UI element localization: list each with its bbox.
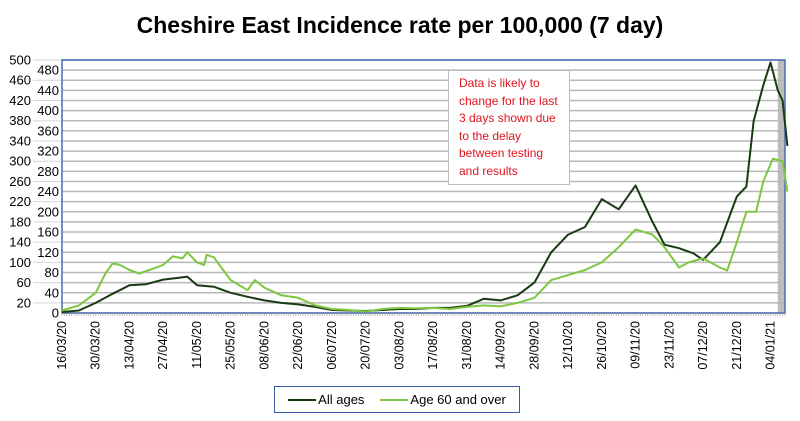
- x-tick-label: 06/07/20: [325, 321, 339, 370]
- x-tick-label: 31/08/20: [460, 321, 474, 370]
- y-tick-label: 140: [9, 235, 31, 250]
- chart-title: Cheshire East Incidence rate per 100,000…: [136, 12, 664, 38]
- y-tick-label: 360: [37, 123, 59, 138]
- y-tick-label: 420: [9, 93, 31, 108]
- legend-item-age-60: Age 60 and over: [380, 392, 506, 407]
- y-tick-label: 0: [52, 306, 59, 321]
- x-tick-label: 17/08/20: [426, 321, 440, 370]
- plot-border: [61, 59, 786, 314]
- legend-item-all-ages: All ages: [288, 392, 364, 407]
- x-tick-label: 09/11/20: [629, 321, 643, 369]
- y-tick-label: 100: [9, 255, 31, 270]
- x-tick-label: 30/03/20: [89, 321, 103, 370]
- y-tick-label: 160: [37, 225, 59, 240]
- x-tick-label: 25/05/20: [224, 321, 238, 370]
- legend: All ages Age 60 and over: [274, 386, 520, 413]
- series-line-age-60-and-over: [61, 157, 789, 313]
- y-tick-label: 340: [9, 133, 31, 148]
- y-tick-label: 200: [37, 204, 59, 219]
- x-tick-label: 07/12/20: [696, 321, 710, 370]
- y-tick-label: 280: [37, 164, 59, 179]
- y-tick-label: 120: [37, 245, 59, 260]
- y-tick-label: 260: [9, 174, 31, 189]
- x-tick-label: 28/09/20: [527, 321, 541, 370]
- y-tick-label: 240: [37, 184, 59, 199]
- y-tick-label: 60: [17, 275, 31, 290]
- y-tick-label: 320: [37, 144, 59, 159]
- x-tick-label: 16/03/20: [55, 321, 69, 370]
- legend-swatch: [380, 398, 409, 401]
- y-tick-label: 440: [37, 83, 59, 98]
- legend-label: All ages: [318, 392, 365, 407]
- x-tick-label: 14/09/20: [494, 321, 508, 370]
- y-tick-label: 380: [9, 113, 31, 128]
- y-tick-label: 20: [17, 295, 31, 310]
- x-tick-label: 12/10/20: [561, 321, 575, 370]
- x-tick-label: 20/07/20: [359, 321, 373, 370]
- x-tick-label: 03/08/20: [392, 321, 406, 370]
- y-tick-label: 300: [9, 154, 31, 169]
- annotation-note: Data is likely to change for the last 3 …: [448, 70, 570, 185]
- x-tick-label: 11/05/20: [190, 321, 204, 369]
- y-tick-label: 220: [9, 194, 31, 209]
- legend-label: Age 60 and over: [410, 392, 506, 407]
- x-tick-label: 23/11/20: [662, 321, 676, 369]
- y-tick-label: 480: [37, 63, 59, 78]
- x-tick-label: 26/10/20: [595, 321, 609, 370]
- y-tick-label: 40: [45, 285, 59, 300]
- recent-data-shading: [777, 60, 785, 313]
- y-tick-label: 460: [9, 73, 31, 88]
- x-tick-label: 27/04/20: [156, 321, 170, 370]
- x-tick-label: 22/06/20: [291, 321, 305, 370]
- x-tick-label: 21/12/20: [730, 321, 744, 370]
- series-line-all-ages: [61, 61, 789, 313]
- legend-swatch: [288, 398, 317, 401]
- y-tick-label: 400: [37, 103, 59, 118]
- y-tick-label: 80: [45, 265, 59, 280]
- y-tick-label: 500: [9, 53, 31, 68]
- x-tick-label: 13/04/20: [122, 321, 136, 370]
- y-tick-label: 180: [9, 214, 31, 229]
- x-tick-label: 08/06/20: [257, 321, 271, 370]
- x-tick-label: 04/01/21: [764, 321, 778, 370]
